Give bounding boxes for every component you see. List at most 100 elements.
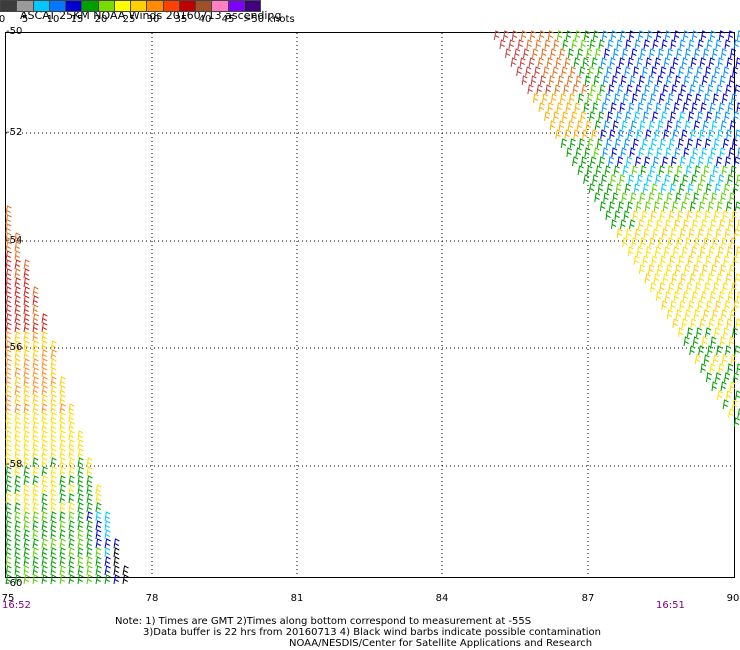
wind-barb [23, 322, 30, 333]
wind-barb [538, 102, 545, 113]
wind-barb [654, 129, 661, 140]
wind-barb [583, 174, 590, 185]
wind-barb [706, 111, 713, 122]
wind-barb [68, 439, 75, 450]
wind-barb [499, 39, 506, 50]
wind-barb [541, 48, 547, 59]
wind-barb [32, 556, 39, 567]
wind-barb [716, 84, 723, 95]
wind-barb [5, 403, 12, 414]
legend-label: 10 [46, 14, 60, 25]
wind-barb [77, 484, 84, 495]
wind-barb [619, 30, 627, 41]
wind-barb [68, 556, 75, 567]
wind-barb [68, 565, 75, 576]
wind-barb [686, 138, 694, 149]
wind-barb [691, 102, 698, 113]
wind-barb [610, 30, 617, 41]
wind-barb [32, 502, 39, 513]
wind-barb [668, 210, 675, 221]
legend-label: 35 [174, 14, 188, 25]
wind-barb [517, 39, 524, 50]
wind-barb [715, 111, 721, 122]
wind-barb [666, 192, 673, 203]
wind-barb [631, 165, 638, 176]
wind-barb [637, 102, 644, 113]
wind-barb [710, 75, 717, 86]
wind-barb [684, 309, 691, 320]
wind-barb [573, 57, 580, 68]
wind-barb [633, 183, 640, 194]
wind-barb [23, 403, 30, 414]
wind-barb [32, 538, 39, 549]
wind-barb [599, 201, 606, 212]
wind-barb [646, 174, 653, 185]
wind-barb [14, 538, 21, 549]
wind-barb [647, 75, 654, 86]
wind-barb [724, 39, 731, 50]
wind-barb [670, 228, 677, 239]
wind-barb [41, 322, 48, 333]
wind-barb [5, 295, 12, 306]
wind-barb [550, 93, 557, 104]
lat-label: -54 [6, 235, 23, 246]
wind-barb [674, 219, 681, 230]
wind-barb [602, 147, 609, 158]
wind-barb [694, 354, 702, 365]
wind-barb [14, 430, 21, 441]
wind-barb [32, 412, 39, 423]
wind-barb [536, 84, 543, 95]
wind-barb [676, 48, 683, 59]
wind-barb [577, 165, 584, 176]
wind-barb [634, 228, 641, 239]
wind-barb [698, 273, 705, 284]
wind-barb [662, 201, 669, 212]
wind-barb [639, 192, 646, 203]
wind-barb [59, 475, 66, 486]
wind-barb [667, 237, 674, 248]
wind-barb [641, 210, 648, 221]
wind-barb [14, 403, 21, 414]
wind-barb [5, 565, 12, 576]
wind-barb [104, 529, 111, 540]
wind-barb [95, 484, 102, 495]
wind-barb [95, 511, 102, 522]
wind-barb [682, 174, 689, 185]
wind-barb [672, 57, 679, 68]
time-label-left: 16:52 [2, 600, 31, 611]
wind-barb [662, 84, 669, 95]
wind-barb [14, 457, 21, 468]
wind-barb [32, 385, 39, 396]
wind-barb [660, 255, 667, 266]
wind-barb [548, 75, 555, 86]
wind-barb [86, 502, 93, 513]
wind-barb [714, 255, 721, 266]
wind-barb [556, 102, 563, 113]
wind-barb [597, 66, 604, 77]
wind-barb [649, 165, 656, 176]
wind-barb [711, 120, 718, 131]
wind-barb [708, 246, 715, 257]
wind-barb [727, 30, 735, 41]
wind-barb [588, 66, 595, 77]
wind-barb [733, 39, 740, 50]
wind-barb [555, 57, 562, 68]
wind-barb [5, 412, 12, 423]
wind-barb [735, 318, 740, 329]
wind-barb [671, 273, 678, 284]
wind-barb [32, 457, 39, 468]
wind-barb [592, 102, 599, 113]
wind-barb [690, 246, 698, 257]
wind-barb [32, 565, 39, 576]
legend-label: 15 [70, 14, 84, 25]
wind-barb [613, 165, 620, 176]
wind-barb [636, 129, 643, 140]
wind-barb [32, 349, 39, 360]
wind-barb [710, 336, 717, 347]
wind-barb [521, 75, 528, 86]
wind-barb [634, 156, 642, 167]
wind-barb [729, 192, 736, 203]
wind-barb [692, 147, 699, 158]
wind-barb [687, 66, 694, 77]
wind-barb [724, 156, 731, 167]
